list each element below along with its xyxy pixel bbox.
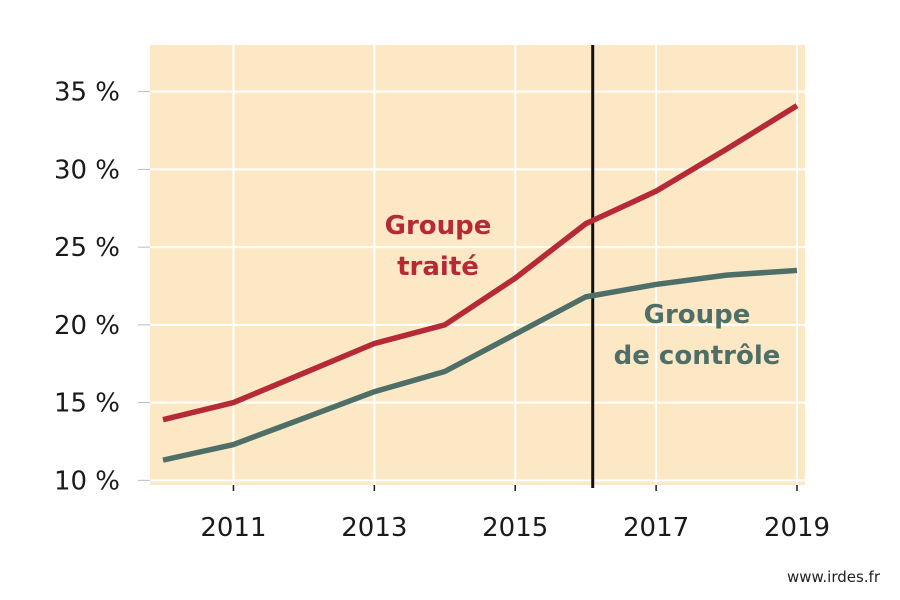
x-tick-label: 2015 xyxy=(482,513,548,543)
x-tick-label: 2013 xyxy=(341,513,407,543)
horizontal-gridlines xyxy=(128,90,805,482)
x-tick-label: 2017 xyxy=(623,513,689,543)
series-label-treated-line1: Groupe xyxy=(385,211,492,241)
x-tick-label: 2019 xyxy=(764,513,830,543)
x-tick-marks xyxy=(232,485,798,491)
series-label-control-line2: de contrôle xyxy=(614,341,781,371)
y-tick-label: 30 % xyxy=(54,155,120,185)
series-label-control-line1: Groupe xyxy=(644,300,751,330)
x-tick-labels: 2011 2013 2015 2017 2019 xyxy=(200,513,830,543)
y-tick-label: 25 % xyxy=(54,233,120,263)
source-credit: www.irdes.fr xyxy=(787,568,881,586)
series-lines xyxy=(162,103,799,463)
series-line-control xyxy=(162,267,798,463)
series-line-treated xyxy=(162,103,799,423)
y-tick-label: 15 % xyxy=(54,389,120,419)
series-label-treated-line2: traité xyxy=(397,252,479,282)
y-tick-label: 10 % xyxy=(54,466,120,496)
y-tick-labels: 10 % 15 % 20 % 25 % 30 % 35 % xyxy=(54,78,120,497)
y-tick-label: 35 % xyxy=(54,78,120,108)
y-tick-label: 20 % xyxy=(54,311,120,341)
plot-background xyxy=(150,45,805,485)
vertical-gridlines xyxy=(232,45,798,485)
x-tick-label: 2011 xyxy=(200,513,266,543)
